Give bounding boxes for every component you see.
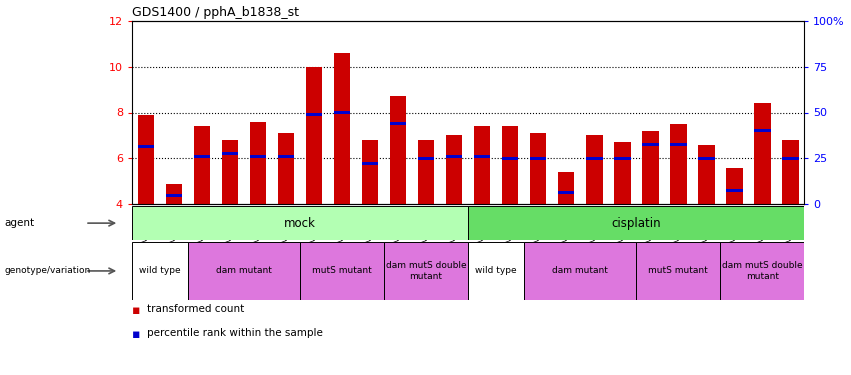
Bar [446,135,462,204]
Text: ▪: ▪ [132,304,140,317]
Text: wild type: wild type [139,266,180,275]
Text: GDS1400 / pphA_b1838_st: GDS1400 / pphA_b1838_st [132,6,299,20]
Bar [501,126,518,204]
Bar [670,143,687,146]
Bar [474,154,490,158]
Bar [557,172,574,204]
Bar [418,140,434,204]
Bar [585,135,603,204]
Bar [277,133,294,204]
Bar [418,157,434,160]
Bar [698,157,715,160]
Bar [188,242,300,300]
Bar [165,194,182,196]
Text: mutS mutant: mutS mutant [648,266,708,275]
Bar [529,133,546,204]
Bar [446,154,462,158]
Bar [138,146,154,148]
Bar [138,115,154,204]
Bar [334,111,351,114]
Bar [642,143,659,146]
Bar [165,184,182,204]
Bar [300,242,384,300]
Bar [557,191,574,194]
Bar [782,157,798,160]
Bar [636,242,720,300]
Bar [277,154,294,158]
Bar [585,157,603,160]
Bar [614,157,631,160]
Text: mutS mutant: mutS mutant [312,266,372,275]
Bar [726,168,743,204]
Bar [132,242,188,300]
Bar [468,242,524,300]
Bar [524,242,636,300]
Bar [249,154,266,158]
Text: percentile rank within the sample: percentile rank within the sample [147,328,323,338]
Bar [334,53,351,204]
Bar [306,67,323,204]
Bar [501,157,518,160]
Bar [221,152,238,155]
Bar [754,129,771,132]
Text: agent: agent [4,218,34,228]
Bar [468,206,804,240]
Text: cisplatin: cisplatin [611,217,661,229]
Bar [642,131,659,204]
Text: dam mutS double
mutant: dam mutS double mutant [386,261,466,280]
Bar [390,96,407,204]
Text: wild type: wild type [475,266,517,275]
Bar [754,104,771,204]
Text: mock: mock [284,217,316,229]
Bar [529,157,546,160]
Bar [362,140,379,204]
Bar [221,140,238,204]
Bar [614,142,631,204]
Text: ▪: ▪ [132,328,140,341]
Text: dam mutS double
mutant: dam mutS double mutant [722,261,802,280]
Bar [474,126,490,204]
Bar [193,154,210,158]
Text: genotype/variation: genotype/variation [4,266,90,275]
Text: dam mutant: dam mutant [216,266,271,275]
Bar [249,122,266,204]
Bar [384,242,468,300]
Bar [132,206,468,240]
Bar [720,242,804,300]
Text: transformed count: transformed count [147,304,244,314]
Bar [670,124,687,204]
Bar [362,162,379,165]
Bar [782,140,798,204]
Bar [390,123,407,126]
Text: dam mutant: dam mutant [552,266,608,275]
Bar [193,126,210,204]
Bar [726,189,743,192]
Bar [698,145,715,204]
Bar [306,113,323,116]
